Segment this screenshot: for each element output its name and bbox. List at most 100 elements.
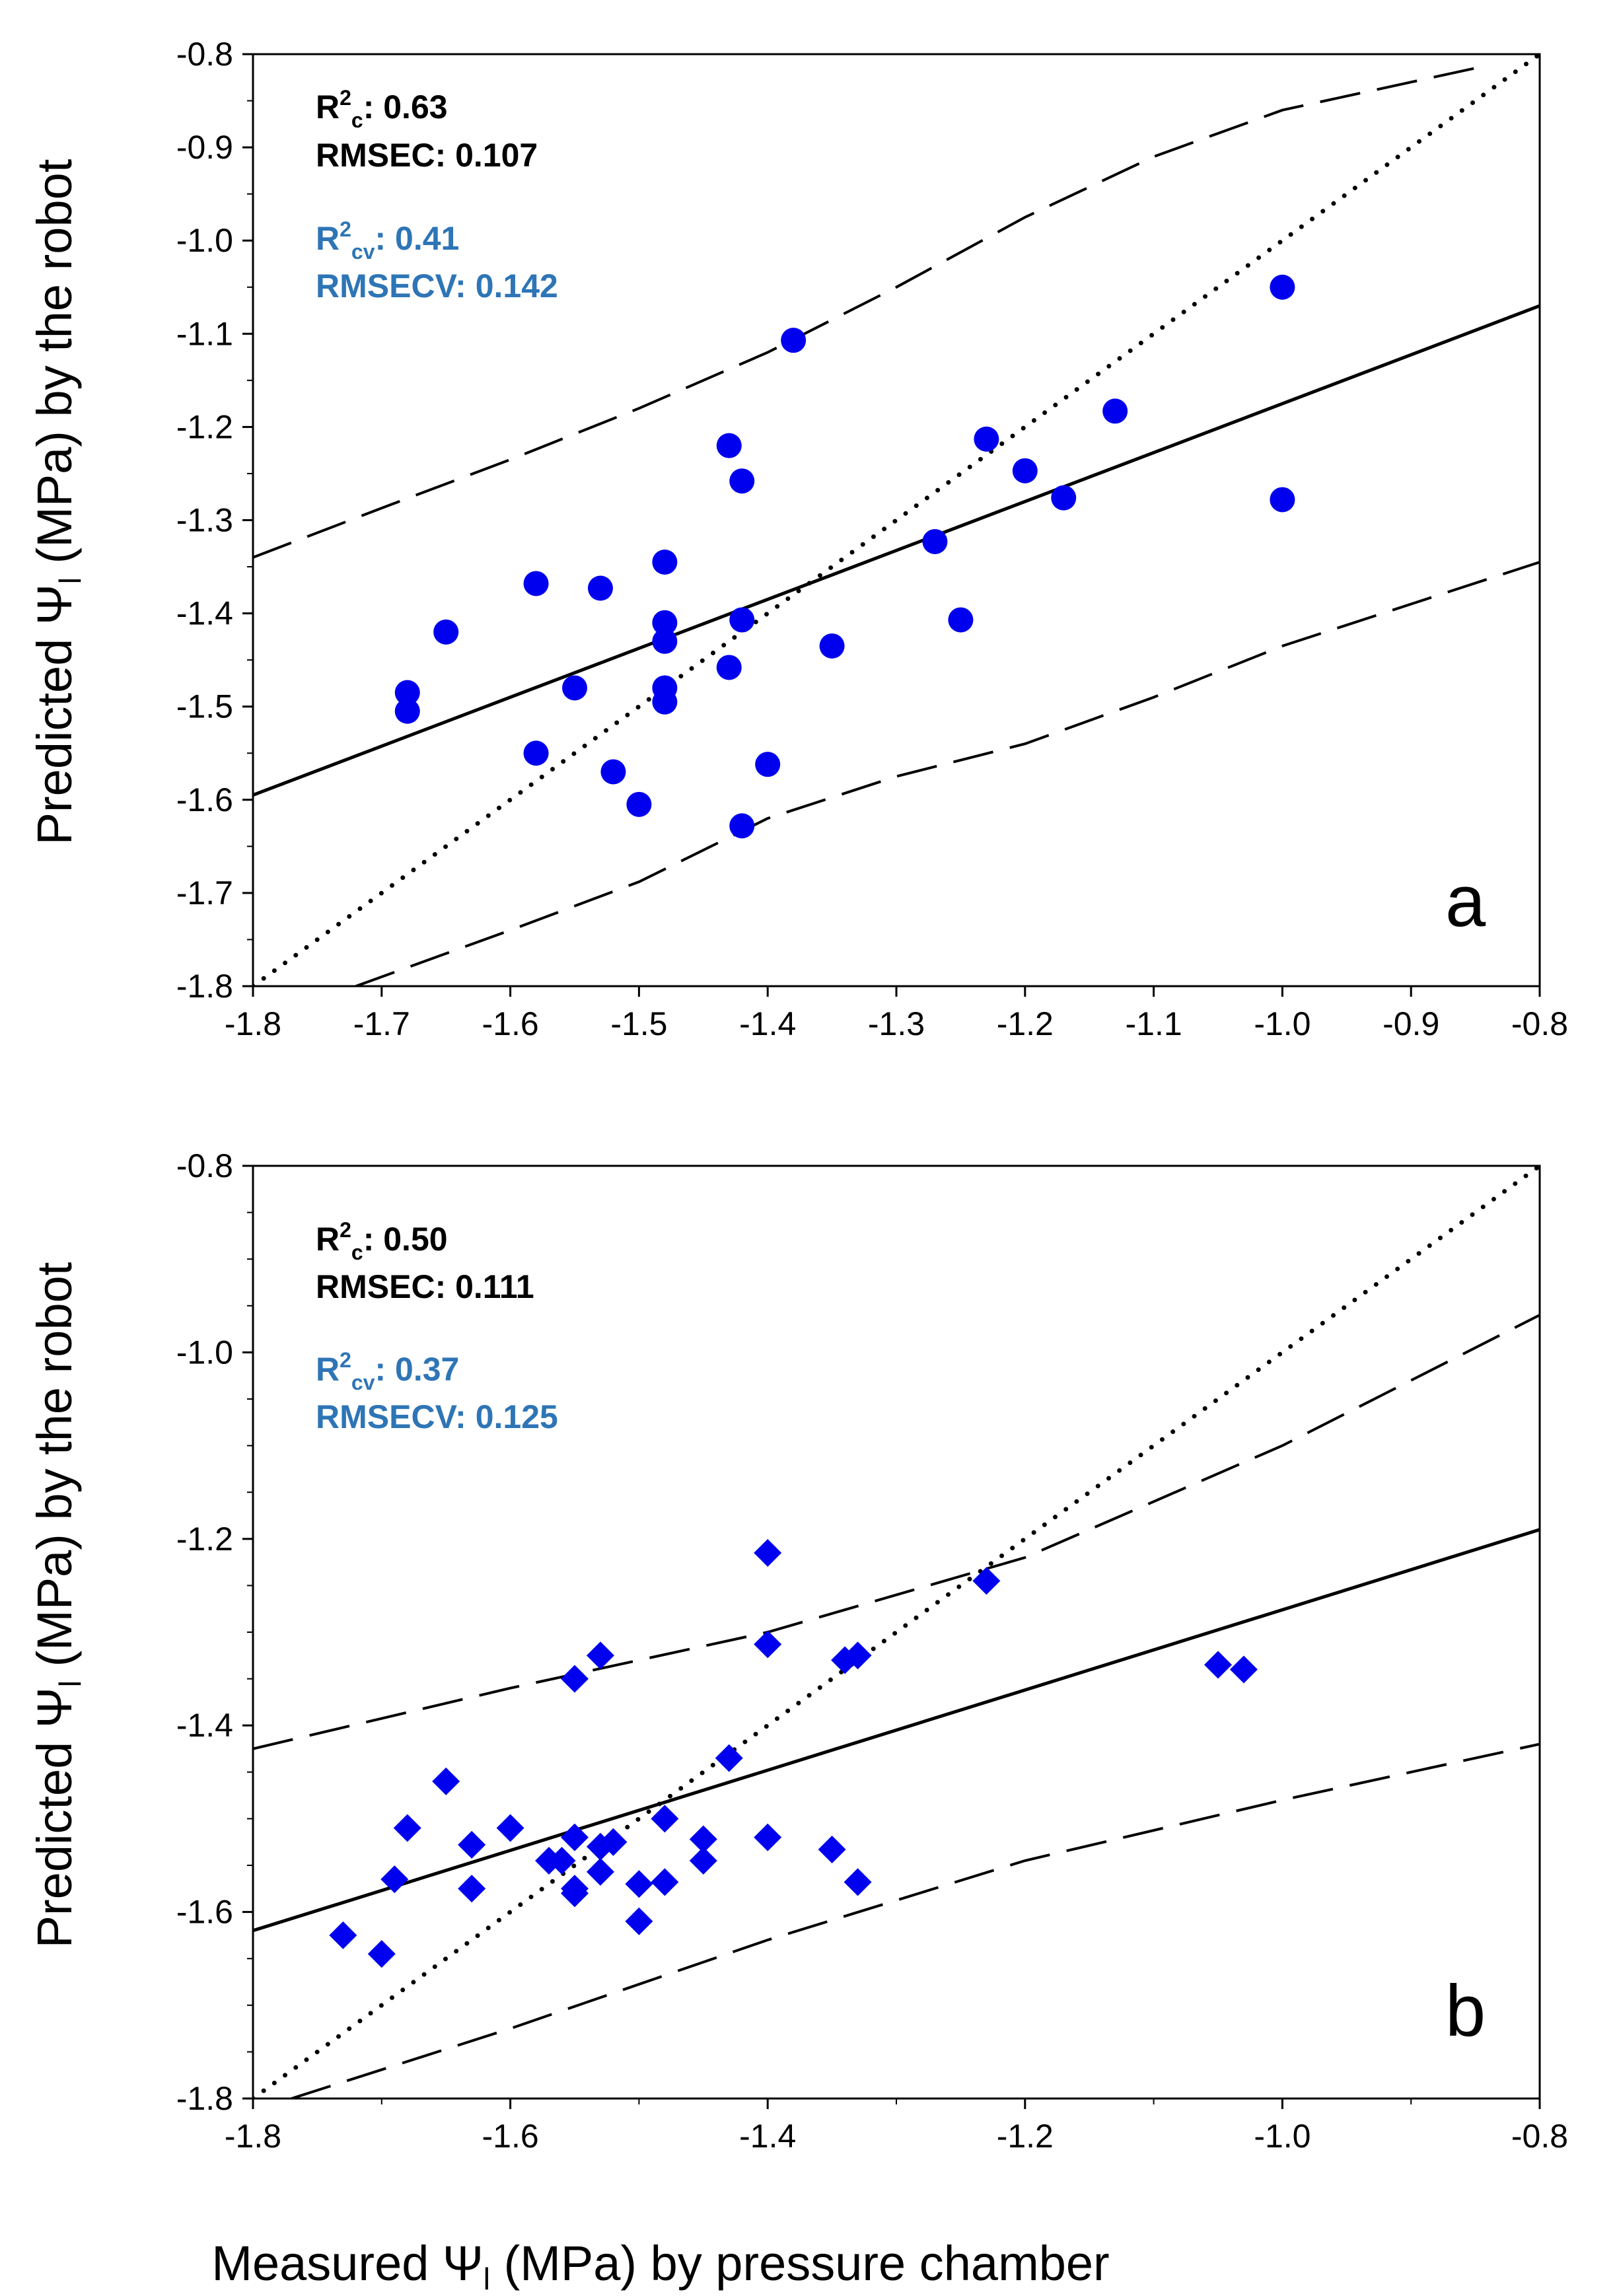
data-point-a-9	[652, 549, 678, 575]
x-tick-label-a-5: -1.3	[868, 1005, 925, 1042]
data-point-b-33	[1204, 1651, 1232, 1679]
y-tick-label-a-0: -0.8	[176, 36, 233, 73]
data-point-a-24	[974, 426, 999, 452]
x-tick-label-b-0: -1.8	[225, 2118, 281, 2155]
data-point-a-7	[600, 759, 626, 785]
data-point-a-19	[755, 752, 781, 777]
x-tick-label-b-4: -1.0	[1254, 2118, 1311, 2155]
panel-label-b: b	[1445, 1970, 1486, 2052]
prediction-band-lower-a	[355, 561, 1540, 986]
data-point-b-16	[586, 1857, 614, 1886]
data-point-b-1	[367, 1940, 396, 1968]
stat-rmsec-b: RMSEC: 0.111	[316, 1268, 534, 1305]
data-point-b-4	[432, 1767, 460, 1795]
data-point-b-10	[561, 1665, 589, 1693]
x-tick-label-a-1: -1.7	[353, 1005, 410, 1042]
data-point-a-10	[652, 610, 678, 635]
y-tick-label-a-9: -1.7	[176, 875, 233, 912]
prediction-band-upper-b	[253, 1314, 1540, 1750]
data-point-b-23	[689, 1846, 717, 1875]
data-point-a-27	[1102, 398, 1128, 424]
x-tick-label-a-8: -1.0	[1254, 1005, 1311, 1042]
x-tick-label-a-7: -1.1	[1126, 1005, 1182, 1042]
data-point-b-13	[561, 1879, 589, 1908]
data-point-a-8	[626, 791, 652, 817]
y-tick-label-a-6: -1.4	[176, 595, 233, 632]
y-tick-label-b-5: -1.8	[176, 2080, 233, 2117]
y-tick-label-a-10: -1.8	[176, 968, 233, 1005]
one-to-one-line-a	[253, 54, 1540, 986]
data-point-a-28	[1270, 274, 1295, 300]
data-point-b-20	[651, 1805, 679, 1833]
stat-r2cv-b: R2cv: 0.37	[316, 1348, 459, 1394]
data-point-a-1	[394, 698, 420, 724]
data-point-a-15	[716, 655, 742, 680]
stat-rmsec-a: RMSEC: 0.107	[316, 137, 538, 174]
data-point-b-18	[625, 1870, 653, 1898]
x-tick-label-a-3: -1.5	[610, 1005, 667, 1042]
stat-r2c-b: R2c: 0.50	[316, 1218, 448, 1264]
data-point-b-3	[393, 1814, 421, 1842]
x-tick-label-a-9: -0.9	[1383, 1005, 1439, 1042]
y-tick-label-a-2: -1.0	[176, 222, 233, 259]
data-point-b-24	[715, 1744, 743, 1772]
y-tick-label-b-2: -1.2	[176, 1521, 233, 1558]
data-point-a-5	[562, 675, 587, 701]
y-tick-label-b-1: -1.0	[176, 1334, 233, 1371]
x-tick-label-a-0: -1.8	[225, 1005, 281, 1042]
data-point-a-25	[1012, 458, 1038, 484]
data-point-a-14	[716, 433, 742, 458]
y-tick-label-a-1: -0.9	[176, 129, 233, 166]
data-point-b-6	[458, 1875, 486, 1903]
x-tick-label-a-4: -1.4	[739, 1005, 796, 1042]
panel-a: -1.8 -1.7 -1.6 -1.5 -1.4 -1.3 -1.2 -1.1 -1.0 -0.9…	[176, 36, 1568, 1042]
data-point-b-5	[458, 1830, 486, 1859]
data-point-b-11	[561, 1823, 589, 1851]
regression-line-a	[253, 304, 1540, 797]
x-axis-title: Measured Ψl (MPa) by pressure chamber	[211, 2236, 1109, 2296]
y-axis-title-a: Predicted Ψl (MPa) by the robot	[27, 159, 87, 845]
prediction-band-lower-b	[291, 1742, 1540, 2099]
data-point-a-6	[587, 575, 613, 601]
y-axis-title-b: Predicted Ψl (MPa) by the robot	[27, 1262, 87, 1948]
one-to-one-line-b	[253, 1166, 1540, 2099]
y-tick-label-a-3: -1.1	[176, 315, 233, 352]
data-point-b-21	[651, 1868, 679, 1896]
stat-rmsecv-b: RMSECV: 0.125	[316, 1398, 558, 1435]
data-point-b-31	[844, 1868, 872, 1896]
data-point-a-0	[394, 680, 420, 705]
data-point-b-19	[625, 1907, 653, 1935]
x-tick-label-a-2: -1.6	[482, 1005, 539, 1042]
x-tick-label-b-1: -1.6	[482, 2118, 539, 2155]
data-point-b-26	[754, 1630, 782, 1659]
data-point-a-13	[652, 689, 678, 715]
panel-b: -1.8 -1.6 -1.4 -1.2 -1.0 -0.8 -0.8 -1.0 -1.2 -1.4…	[176, 1147, 1568, 2155]
data-point-a-22	[922, 528, 948, 554]
data-point-b-22	[689, 1825, 717, 1853]
x-tick-label-b-3: -1.2	[997, 2118, 1054, 2155]
data-point-b-14	[586, 1641, 614, 1670]
data-point-b-25	[754, 1538, 782, 1567]
data-point-b-7	[496, 1814, 524, 1842]
regression-line-b	[253, 1528, 1540, 1933]
y-tick-label-a-7: -1.5	[176, 688, 233, 725]
data-point-a-16	[729, 468, 755, 494]
data-point-b-30	[844, 1641, 872, 1670]
y-tick-label-b-3: -1.4	[176, 1707, 233, 1744]
stat-r2c-a: R2c: 0.63	[316, 86, 448, 132]
data-point-b-32	[972, 1567, 1001, 1595]
data-point-a-18	[729, 813, 755, 839]
y-tick-label-b-4: -1.6	[176, 1894, 233, 1931]
data-point-a-23	[948, 607, 974, 633]
x-tick-label-b-5: -0.8	[1511, 2118, 1568, 2155]
y-tick-label-a-5: -1.3	[176, 502, 233, 539]
data-point-b-17	[599, 1828, 628, 1856]
data-point-a-26	[1051, 485, 1077, 511]
data-point-b-0	[329, 1921, 357, 1949]
stat-r2cv-a: R2cv: 0.41	[316, 217, 459, 264]
data-point-a-21	[819, 633, 845, 659]
x-tick-label-a-10: -0.8	[1511, 1005, 1568, 1042]
x-tick-label-b-2: -1.4	[739, 2118, 796, 2155]
x-tick-label-a-6: -1.2	[997, 1005, 1054, 1042]
